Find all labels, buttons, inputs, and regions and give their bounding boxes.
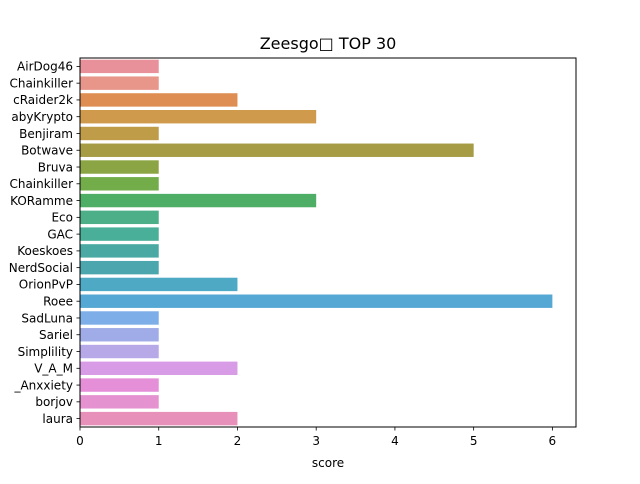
y-tick-label-20: borjov — [35, 395, 73, 409]
y-tick-label-18: V_A_M — [34, 362, 73, 376]
y-tick-label-7: Chainkiller — [9, 177, 73, 191]
x-tick-label-6: 6 — [549, 434, 557, 448]
bars-group — [80, 59, 553, 426]
bar-19 — [80, 378, 159, 392]
chart-title: Zeesgo□ TOP 30 — [260, 34, 397, 53]
bar-10 — [80, 227, 159, 241]
bar-12 — [80, 260, 159, 275]
bar-2 — [80, 93, 238, 107]
bar-5 — [80, 143, 474, 157]
y-tick-label-4: Benjiram — [19, 127, 73, 141]
y-tick-label-10: GAC — [47, 227, 73, 241]
bar-0 — [80, 59, 159, 74]
y-tick-label-19: _Anxxiety — [13, 378, 73, 392]
bar-7 — [80, 177, 159, 191]
bar-4 — [80, 126, 159, 141]
bar-18 — [80, 361, 238, 376]
x-tick-label-0: 0 — [76, 434, 84, 448]
x-tick-label-2: 2 — [234, 434, 242, 448]
x-tick-label-5: 5 — [470, 434, 478, 448]
y-tick-label-6: Bruva — [38, 160, 73, 174]
y-tick-label-14: Roee — [43, 295, 73, 309]
x-tick-label-3: 3 — [312, 434, 320, 448]
x-tick-label-4: 4 — [391, 434, 399, 448]
bar-11 — [80, 244, 159, 258]
y-tick-label-12: NerdSocial — [9, 261, 73, 275]
y-tick-label-8: KORamme — [10, 194, 73, 208]
bar-14 — [80, 294, 553, 308]
bar-21 — [80, 411, 238, 426]
y-tick-label-1: Chainkiller — [9, 76, 73, 90]
bar-9 — [80, 210, 159, 225]
x-axis-label: score — [312, 456, 344, 470]
y-tick-label-5: Botwave — [21, 144, 73, 158]
bar-16 — [80, 328, 159, 342]
plot-frame — [79, 57, 577, 428]
y-tick-label-17: Simplility — [18, 345, 73, 359]
y-axis-ticks: AirDog46 Chainkiller cRaider2k abyKrypto Ben… — [9, 60, 80, 426]
y-tick-label-0: AirDog46 — [17, 60, 73, 74]
bar-1 — [80, 76, 159, 90]
bar-15 — [80, 311, 159, 325]
x-axis-ticks: 0 1 2 3 4 5 6 — [76, 427, 556, 448]
y-tick-label-11: Koeskoes — [17, 244, 73, 258]
y-tick-label-3: abyKrypto — [11, 110, 73, 124]
bar-20 — [80, 395, 159, 409]
y-tick-label-2: cRaider2k — [13, 93, 73, 107]
bar-8 — [80, 193, 317, 208]
bar-13 — [80, 277, 238, 292]
bar-17 — [80, 344, 159, 359]
bar-3 — [80, 109, 317, 124]
y-tick-label-15: SadLuna — [21, 311, 73, 325]
y-tick-label-13: OrionPvP — [19, 278, 73, 292]
bar-6 — [80, 160, 159, 174]
x-tick-label-1: 1 — [155, 434, 163, 448]
y-tick-label-21: laura — [42, 412, 73, 426]
y-tick-label-16: Sariel — [39, 328, 73, 342]
y-tick-label-9: Eco — [51, 211, 73, 225]
